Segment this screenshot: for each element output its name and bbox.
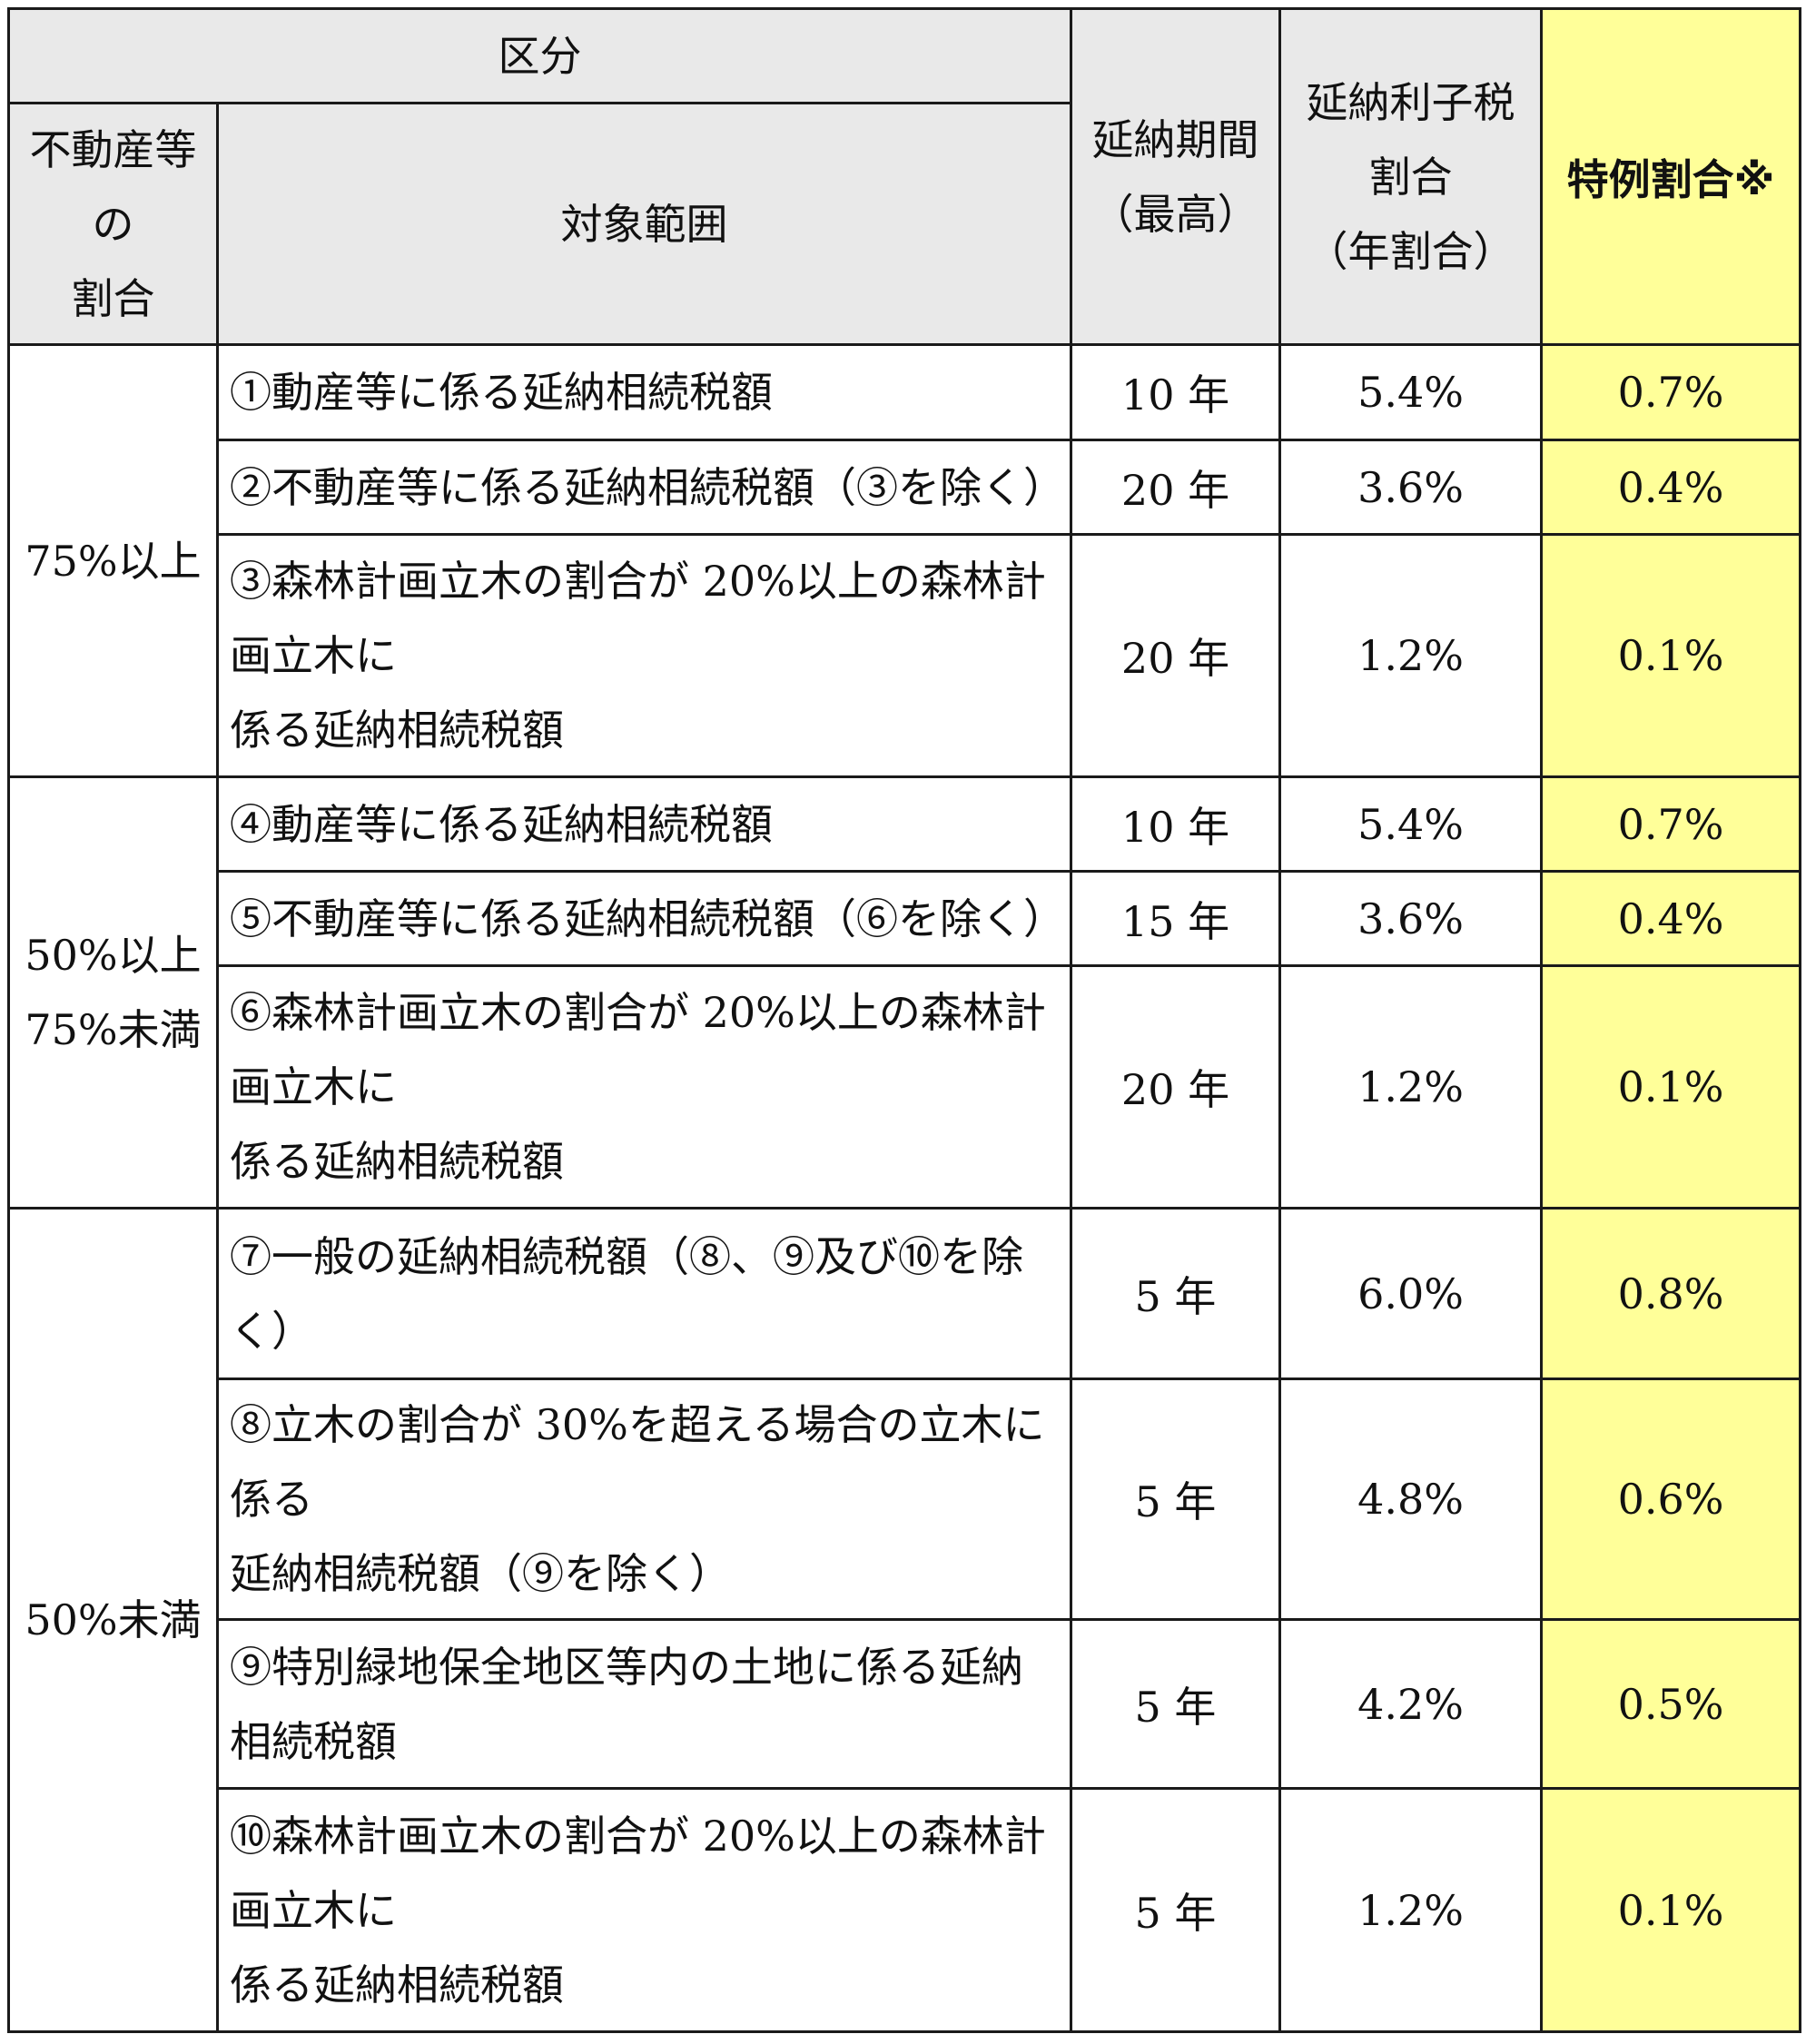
table-row: 50%未満 ⑦一般の延納相続税額（⑧、⑨及び⑩を除 く） 5 年 6.0% 0.8… bbox=[7, 1207, 1801, 2033]
period-cell: 5 年 bbox=[1070, 1377, 1281, 1621]
rate-cell: 1.2% bbox=[1278, 1787, 1543, 2033]
rate-cell: 5.4% bbox=[1278, 343, 1543, 441]
scope-cell: ⑤不動産等に係る延納相続税額（⑥を除く） bbox=[216, 870, 1072, 967]
period-cell: 5 年 bbox=[1070, 1618, 1281, 1790]
period-cell: 20 年 bbox=[1070, 439, 1281, 536]
rate-cell: 4.2% bbox=[1278, 1618, 1543, 1790]
table-row: 50%以上 75%未満 ④動産等に係る延納相続税額 10 年 5.4% 0.7% bbox=[7, 775, 1801, 1210]
special-rate-cell: 0.4% bbox=[1540, 870, 1801, 967]
special-rate-cell: 0.1% bbox=[1540, 964, 1801, 1210]
scope-cell: ②不動産等に係る延納相続税額（③を除く） bbox=[216, 439, 1072, 536]
rate-cell: 3.6% bbox=[1278, 870, 1543, 967]
period-cell: 5 年 bbox=[1070, 1787, 1281, 2033]
table-row: ⑨特別緑地保全地区等内の土地に係る延納 相続税額 5 年 4.2% 0.5% bbox=[9, 1618, 1801, 1790]
scope-cell: ⑥森林計画立木の割合が 20%以上の森林計 画立木に 係る延納相続税額 bbox=[216, 964, 1072, 1210]
period-cell: 20 年 bbox=[1070, 964, 1281, 1210]
scope-cell: ⑨特別緑地保全地区等内の土地に係る延納 相続税額 bbox=[216, 1618, 1072, 1790]
special-rate-cell: 0.6% bbox=[1540, 1377, 1801, 1621]
special-rate-cell: 0.1% bbox=[1540, 533, 1801, 778]
rate-cell: 6.0% bbox=[1278, 1207, 1543, 1380]
period-cell: 10 年 bbox=[1070, 775, 1281, 873]
rate-cell: 1.2% bbox=[1278, 533, 1543, 778]
header-kubun: 区分 bbox=[7, 7, 1072, 104]
scope-cell: ①動産等に係る延納相続税額 bbox=[216, 343, 1072, 441]
header-interest-rate: 延納利子税 割合 （年割合） bbox=[1278, 7, 1543, 346]
special-rate-cell: 0.1% bbox=[1540, 1787, 1801, 2033]
group-ratio: 50%以上 75%未満 bbox=[7, 775, 219, 1210]
special-rate-cell: 0.7% bbox=[1540, 343, 1801, 441]
table-row: ⑧立木の割合が 30%を超える場合の立木に 係る 延納相続税額（⑨を除く） 5 年 … bbox=[9, 1377, 1801, 1621]
table-row: ②不動産等に係る延納相続税額（③を除く） 20 年 3.6% 0.4% bbox=[9, 439, 1801, 536]
special-rate-cell: 0.8% bbox=[1540, 1207, 1801, 1380]
header-scope: 対象範囲 bbox=[216, 102, 1072, 346]
rate-cell: 3.6% bbox=[1278, 439, 1543, 536]
header-ratio: 不動産等の割合 bbox=[7, 102, 219, 346]
table-row: ③森林計画立木の割合が 20%以上の森林計 画立木に 係る延納相続税額 20 年 1… bbox=[9, 533, 1801, 778]
rate-cell: 4.8% bbox=[1278, 1377, 1543, 1621]
tax-deferral-table: 区分 延納期間 （最高） 延納利子税 割合 （年割合） 特例割合※ 不動産等の割合 対… bbox=[7, 7, 1801, 2033]
scope-cell: ⑧立木の割合が 30%を超える場合の立木に 係る 延納相続税額（⑨を除く） bbox=[216, 1377, 1072, 1621]
header-period: 延納期間 （最高） bbox=[1070, 7, 1281, 346]
table-row: ⑥森林計画立木の割合が 20%以上の森林計 画立木に 係る延納相続税額 20 年 1… bbox=[9, 964, 1801, 1210]
scope-cell: ⑩森林計画立木の割合が 20%以上の森林計 画立木に 係る延納相続税額 bbox=[216, 1787, 1072, 2033]
period-cell: 20 年 bbox=[1070, 533, 1281, 778]
period-cell: 5 年 bbox=[1070, 1207, 1281, 1380]
period-cell: 10 年 bbox=[1070, 343, 1281, 441]
period-cell: 15 年 bbox=[1070, 870, 1281, 967]
special-rate-cell: 0.4% bbox=[1540, 439, 1801, 536]
scope-cell: ⑦一般の延納相続税額（⑧、⑨及び⑩を除 く） bbox=[216, 1207, 1072, 1380]
rate-cell: 1.2% bbox=[1278, 964, 1543, 1210]
table-row: ⑩森林計画立木の割合が 20%以上の森林計 画立木に 係る延納相続税額 5 年 1.… bbox=[9, 1787, 1801, 2033]
rate-cell: 5.4% bbox=[1278, 775, 1543, 873]
special-rate-cell: 0.5% bbox=[1540, 1618, 1801, 1790]
scope-cell: ④動産等に係る延納相続税額 bbox=[216, 775, 1072, 873]
group-ratio: 75%以上 bbox=[7, 343, 219, 778]
scope-cell: ③森林計画立木の割合が 20%以上の森林計 画立木に 係る延納相続税額 bbox=[216, 533, 1072, 778]
group-ratio: 50%未満 bbox=[7, 1207, 219, 2033]
table-row: 75%以上 ①動産等に係る延納相続税額 10 年 5.4% 0.7% bbox=[7, 343, 1801, 778]
special-rate-cell: 0.7% bbox=[1540, 775, 1801, 873]
table-row: ⑤不動産等に係る延納相続税額（⑥を除く） 15 年 3.6% 0.4% bbox=[9, 870, 1801, 967]
header-special-rate: 特例割合※ bbox=[1540, 7, 1801, 346]
